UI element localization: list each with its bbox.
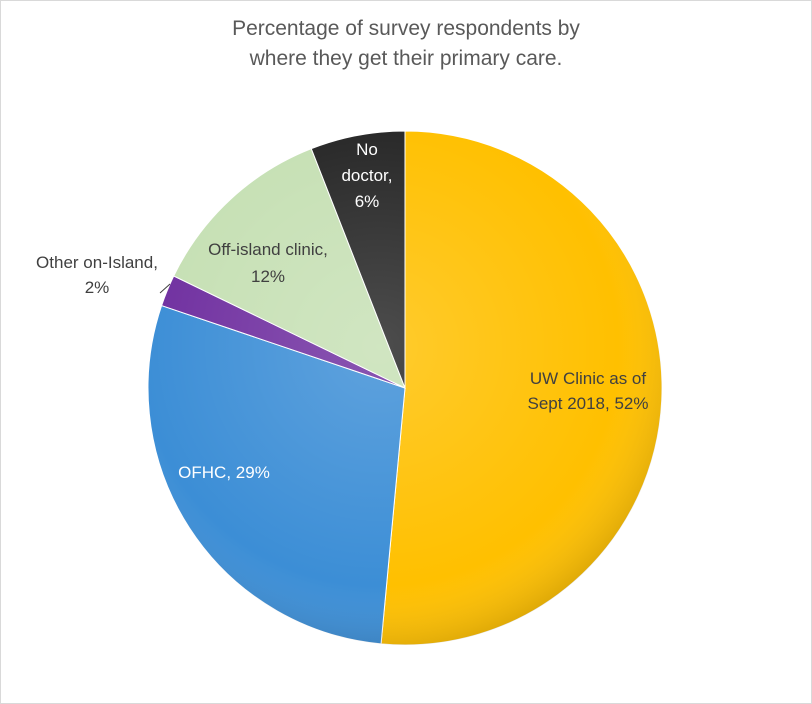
data-label-no-doctor: No doctor, 6% (341, 140, 392, 211)
pie-slice-uw-clinic-as-of-sept-2018 (380, 130, 663, 646)
data-label-uw-clinic-as-of-sept-2018: UW Clinic as of Sept 2018, 52% (528, 369, 649, 413)
chart-title: Percentage of survey respondents by wher… (0, 14, 812, 74)
chart-title-line-2: where they get their primary care. (249, 47, 563, 70)
data-label-other-on-island: Other on-Island, 2% (36, 253, 158, 297)
chart-title-line-1: Percentage of survey respondents by (232, 17, 580, 40)
data-label-ofhc: OFHC, 29% (178, 463, 270, 482)
leader-line-other-on-island (159, 283, 171, 294)
data-label-off-island-clinic: Off-island clinic, 12% (208, 240, 328, 286)
